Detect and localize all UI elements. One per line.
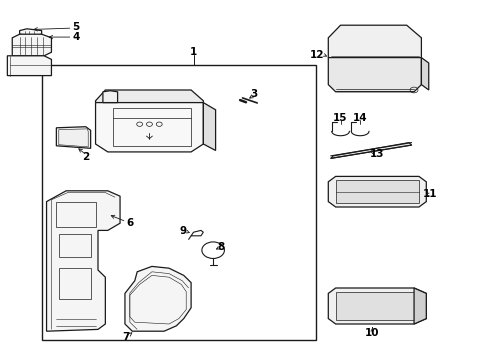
Polygon shape: [56, 127, 91, 148]
Polygon shape: [20, 29, 42, 36]
Text: 12: 12: [310, 50, 325, 60]
Text: 8: 8: [218, 242, 225, 252]
Polygon shape: [336, 292, 414, 320]
Polygon shape: [328, 288, 426, 324]
Text: 9: 9: [179, 226, 186, 236]
Polygon shape: [125, 266, 191, 331]
Text: 3: 3: [250, 89, 257, 99]
Text: 2: 2: [82, 152, 89, 162]
Polygon shape: [421, 58, 429, 90]
Bar: [42, 65, 316, 340]
Text: 1: 1: [190, 47, 197, 57]
Polygon shape: [414, 288, 426, 324]
Polygon shape: [336, 180, 419, 203]
Polygon shape: [96, 103, 203, 152]
Text: 7: 7: [122, 332, 130, 342]
Polygon shape: [12, 34, 51, 56]
Text: 4: 4: [72, 32, 80, 42]
Polygon shape: [203, 103, 216, 150]
Polygon shape: [103, 91, 118, 103]
Polygon shape: [328, 58, 421, 92]
Text: 14: 14: [353, 113, 368, 123]
Text: 6: 6: [126, 218, 133, 228]
Polygon shape: [47, 191, 120, 331]
Text: 13: 13: [370, 149, 385, 159]
Text: 11: 11: [422, 189, 437, 199]
Polygon shape: [328, 176, 426, 207]
Polygon shape: [331, 143, 412, 158]
Text: 15: 15: [333, 113, 348, 123]
Polygon shape: [7, 56, 51, 76]
Text: 5: 5: [73, 22, 79, 32]
Polygon shape: [96, 90, 203, 103]
Text: 10: 10: [365, 328, 380, 338]
Polygon shape: [328, 25, 421, 58]
